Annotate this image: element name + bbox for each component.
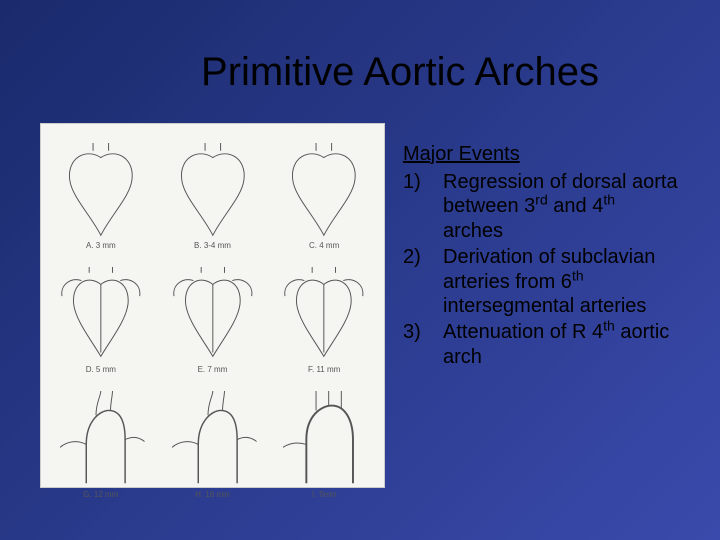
event-text: Regression of dorsal aorta between 3rd a… [443, 170, 680, 243]
event-text: Derivation of subclavian arteries from 6… [443, 245, 680, 318]
event-number: 1) [403, 170, 443, 243]
figure-caption: F. 11 mm [308, 366, 340, 375]
figure-cell: E. 7 mm [159, 256, 267, 374]
figure-cell: F. 11 mm [270, 256, 378, 374]
event-number: 3) [403, 320, 443, 369]
figure-cell: C. 4 mm [270, 132, 378, 250]
aortic-arch-figure: A. 3 mm B. 3-4 mm C. 4 mm D. 5 mm E. 7 m… [40, 123, 385, 488]
figure-cell: A. 3 mm [47, 132, 155, 250]
figure-cell: I. Term [270, 381, 378, 499]
figure-caption: G. 12 mm [83, 491, 118, 500]
figure-caption: D. 5 mm [86, 366, 116, 375]
figure-caption: I. Term [312, 491, 336, 500]
slide: Primitive Aortic Arches A. 3 mm B. 3-4 m… [0, 0, 720, 540]
content-row: A. 3 mm B. 3-4 mm C. 4 mm D. 5 mm E. 7 m… [40, 123, 680, 488]
figure-cell: H. 16 mm [159, 381, 267, 499]
event-item: 2)Derivation of subclavian arteries from… [403, 245, 680, 318]
event-number: 2) [403, 245, 443, 318]
figure-caption: C. 4 mm [309, 242, 339, 251]
event-item: 3)Attenuation of R 4th aortic arch [403, 320, 680, 369]
figure-caption: A. 3 mm [86, 242, 116, 251]
event-text: Attenuation of R 4th aortic arch [443, 320, 680, 369]
figure-cell: D. 5 mm [47, 256, 155, 374]
events-list: 1)Regression of dorsal aorta between 3rd… [403, 170, 680, 369]
figure-cell: G. 12 mm [47, 381, 155, 499]
figure-caption: H. 16 mm [195, 491, 230, 500]
figure-caption: B. 3-4 mm [194, 242, 231, 251]
slide-title: Primitive Aortic Arches [80, 50, 720, 95]
event-item: 1)Regression of dorsal aorta between 3rd… [403, 170, 680, 243]
figure-caption: E. 7 mm [198, 366, 228, 375]
text-column: Major Events 1)Regression of dorsal aort… [403, 123, 680, 488]
events-heading: Major Events [403, 143, 680, 166]
figure-cell: B. 3-4 mm [159, 132, 267, 250]
